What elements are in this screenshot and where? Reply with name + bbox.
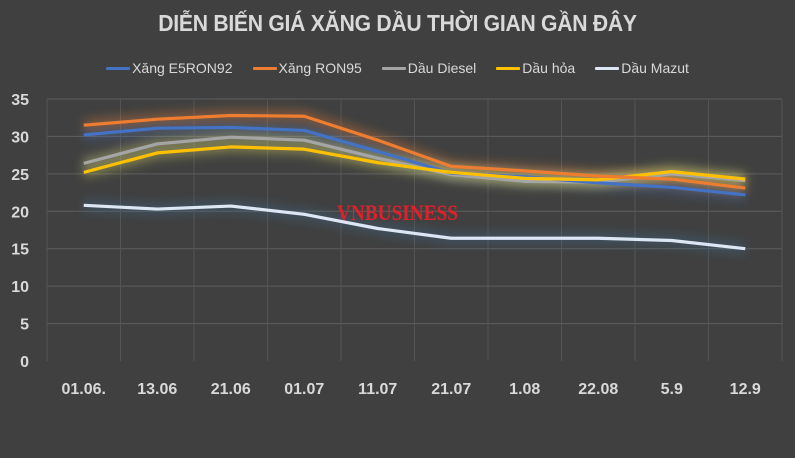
y-tick-label: 30 [11,129,29,146]
x-tick-label: 22.08 [578,381,618,398]
series-lines [83,113,746,251]
legend-label: Dầu Diesel [407,60,477,76]
y-axis-ticks: 0 5 10 15 20 25 30 35 [11,92,29,371]
y-tick-label: 0 [20,354,29,371]
legend-item-kerosene: Dầu hỏa [496,60,575,76]
legend-swatch-icon [252,66,277,70]
series-line [83,113,746,190]
x-tick-label: 13.06 [137,381,177,398]
y-tick-label: 15 [11,242,29,259]
chart-title: DIỄN BIẾN GIÁ XĂNG DẦU THỜI GIAN GẦN ĐÂY [158,10,637,36]
legend-label: Xăng RON95 [278,60,362,76]
y-tick-label: 5 [20,317,29,334]
series-line [83,145,746,182]
y-tick-label: 20 [11,204,29,221]
legend-label: Xăng E5RON92 [132,60,233,76]
x-tick-label: 21.07 [431,381,471,398]
legend-item-e5ron92: Xăng E5RON92 [106,60,233,76]
x-tick-label: 11.07 [358,381,397,398]
x-tick-label: 01.07 [284,381,324,398]
x-tick-label: 21.06 [211,381,251,398]
legend-item-mazut: Dầu Mazut [595,60,689,76]
legend-item-ron95: Xăng RON95 [252,60,362,76]
x-tick-label: 5.9 [661,381,683,398]
legend-swatch-icon [496,66,521,70]
y-tick-label: 35 [11,92,29,109]
legend-label: Dầu Mazut [621,60,689,76]
x-tick-label: 12.9 [730,381,761,398]
legend-swatch-icon [595,66,620,70]
x-axis-ticks: 01.06. 13.06 21.06 01.07 11.07 21.07 1.08 22.08… [62,381,761,398]
series-line [83,125,746,197]
x-tick-label: 01.06. [62,381,106,398]
legend-swatch-icon [106,66,131,70]
x-tick-label: 1.08 [509,381,540,398]
y-tick-label: 25 [11,167,29,184]
grid-lines [46,98,783,361]
series-line [83,203,746,251]
legend-swatch-icon [381,66,406,70]
y-tick-label: 10 [11,279,29,296]
watermark: VNBUSINESS [337,200,458,225]
legend-item-diesel: Dầu Diesel [381,60,477,76]
legend-label: Dầu hỏa [522,60,576,76]
chart-legend: Xăng E5RON92 Xăng RON95 Dầu Diesel Dầu h… [0,60,795,76]
